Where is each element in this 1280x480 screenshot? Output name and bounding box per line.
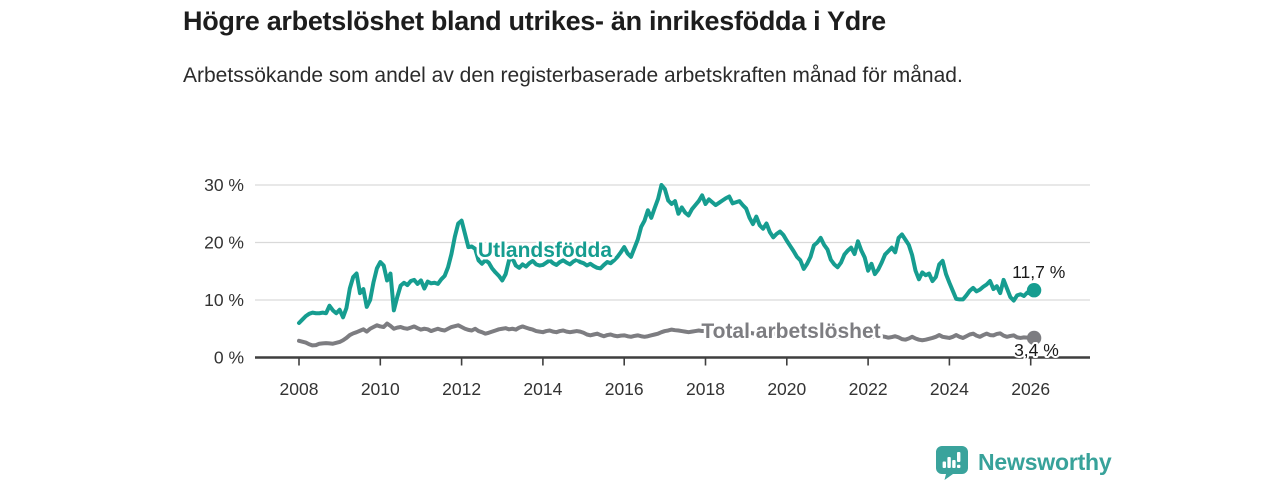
x-tick-label: 2020 [767,379,806,399]
series-end-value-label-utlandsf-dda: 11,7 % [1012,262,1065,282]
series-line-utlandsf-dda [297,183,1037,325]
speech-bubble-shape [936,445,968,480]
x-tick-label: 2022 [849,379,888,399]
x-tick-label: 2016 [605,379,644,399]
x-tick-label: 2008 [280,379,319,399]
x-tick-label: 2026 [1011,379,1050,399]
series-inline-label-utlandsf-dda: Utlandsfödda [478,239,612,262]
brand-logo: Newsworthy [935,444,1112,480]
brand-logo-text: Newsworthy [978,448,1112,475]
x-tick-label: 2010 [361,379,400,399]
y-tick-label: 20 % [204,233,244,253]
x-tick-label: 2014 [523,379,562,399]
x-tick-label: 2024 [930,379,969,399]
newsworthy-logo-icon [936,445,968,480]
y-tick-label: 30 % [204,175,244,195]
x-tick-label: 2012 [442,379,481,399]
series-line-total-arbetsl-shet [297,321,1037,348]
series-end-dot-utlandsf-dda [1026,283,1042,298]
series-inline-label-total-arbetsl-shet: Total arbetslöshet [701,320,880,343]
y-tick-label: 10 % [204,290,244,310]
bar-chart-glyph [942,451,961,468]
series-end-value-label-total-arbetsl-shet: 3,4 % [1014,340,1059,360]
series-end-dot-total-arbetsl-shet [1026,330,1042,346]
chart-subtitle: Arbetssökande som andel av den registerb… [183,64,963,87]
x-tick-label: 2018 [686,379,725,399]
y-tick-label: 0 % [214,348,244,368]
chart-title: Högre arbetslöshet bland utrikes- än inr… [183,6,886,36]
